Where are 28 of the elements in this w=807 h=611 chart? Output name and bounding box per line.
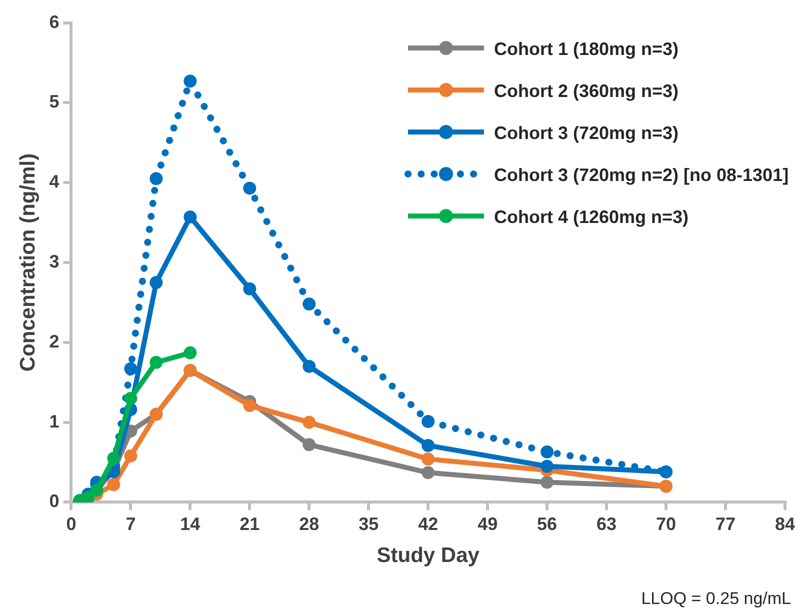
- y-tick-label: 0: [49, 491, 60, 512]
- x-tick-label: 42: [418, 514, 438, 534]
- x-tick-label: 0: [66, 514, 76, 534]
- y-tick-label: 5: [49, 92, 60, 112]
- x-tick-label: 7: [126, 514, 136, 534]
- legend-label: Cohort 4 (1260mg n=3): [494, 206, 689, 228]
- x-tick-label: 49: [478, 514, 498, 534]
- x-tick-label: 14: [180, 514, 200, 534]
- x-tick-label: 84: [774, 514, 796, 534]
- y-tick-label: 2: [49, 331, 60, 352]
- x-axis-title: Study Day: [376, 544, 480, 568]
- legend-label: Cohort 1 (180mg n=3): [494, 38, 679, 60]
- legend-label: Cohort 2 (360mg n=3): [494, 80, 679, 102]
- legend-label: Cohort 3 (720mg n=2) [no 08-1301]: [494, 164, 789, 186]
- y-axis-title: Concentration (ng/ml): [16, 153, 40, 372]
- y-tick-label: 1: [49, 411, 60, 432]
- x-tick-label: 63: [596, 514, 617, 534]
- y-tick-label: 6: [49, 12, 60, 32]
- x-tick-label: 21: [240, 514, 260, 534]
- x-tick-label: 77: [715, 514, 736, 534]
- text: LLOQ = 0.25 ng/mL: [641, 589, 791, 609]
- legend-label: Cohort 3 (720mg n=3): [494, 122, 679, 144]
- y-tick-label: 3: [49, 251, 60, 272]
- x-tick-label: 35: [358, 514, 379, 534]
- x-tick-label: 28: [299, 514, 320, 534]
- y-tick-label: 4: [49, 172, 60, 192]
- x-tick-label: 56: [537, 514, 558, 534]
- x-tick-label: 70: [656, 514, 676, 534]
